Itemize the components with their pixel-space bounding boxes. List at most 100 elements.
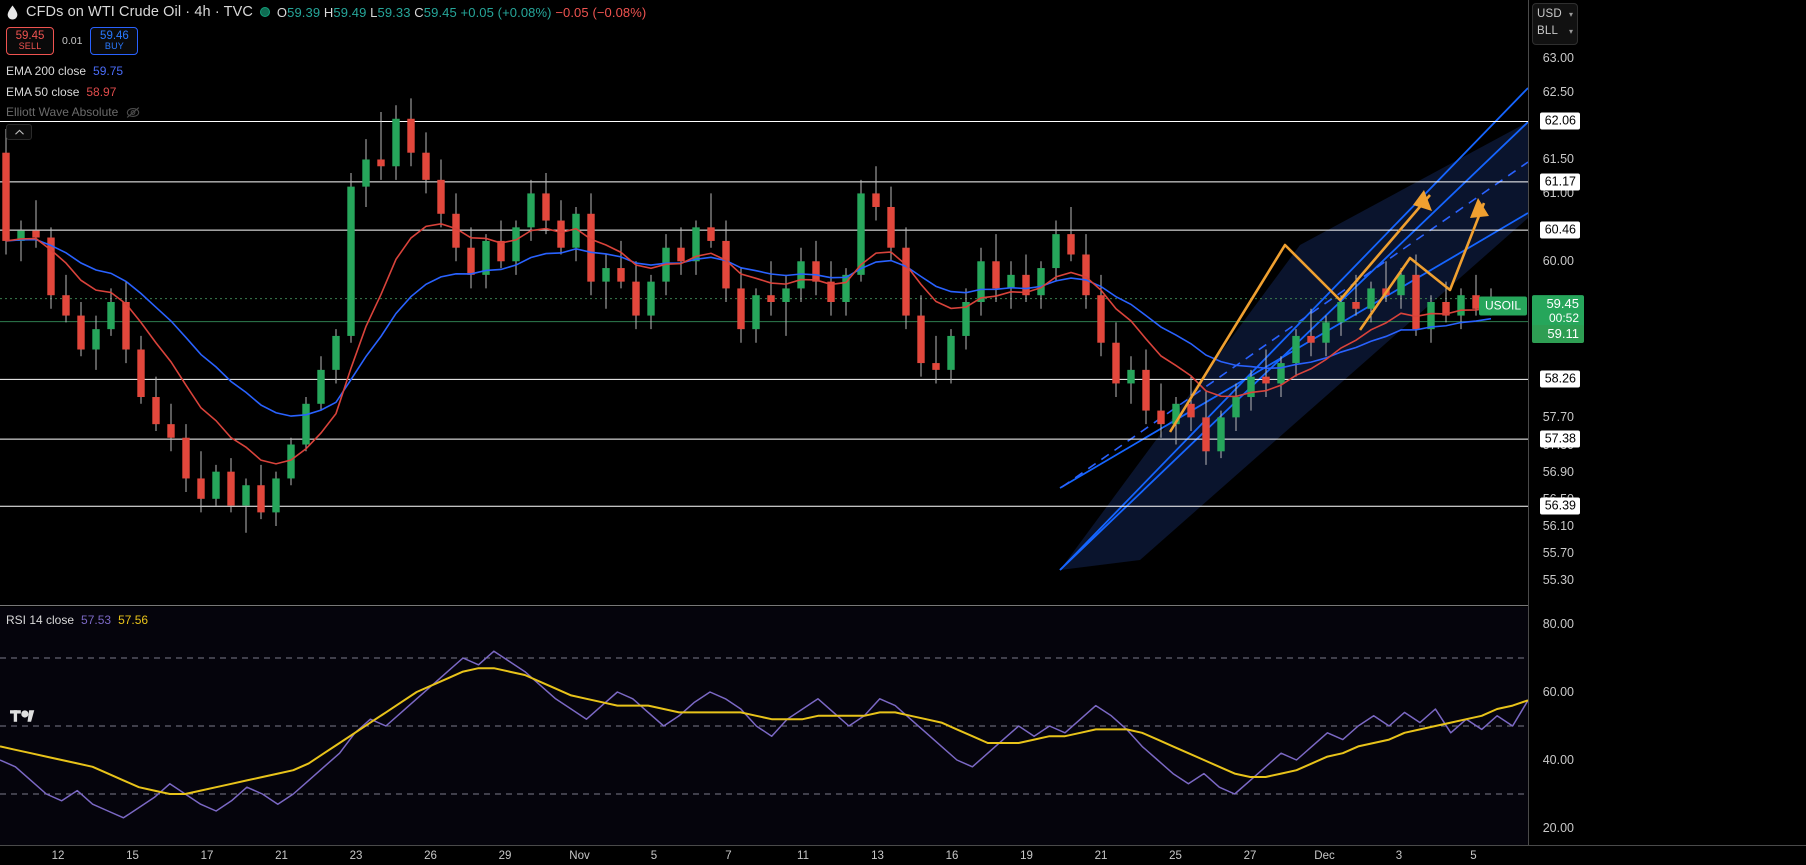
ohlc-c-value: 59.45 — [423, 4, 457, 20]
ema50-name: EMA 50 close — [6, 85, 80, 99]
time-tick-26: 26 — [424, 850, 437, 862]
currency-row[interactable]: USD ▾ — [1537, 6, 1573, 23]
price-level-57.38[interactable]: 57.38 — [1539, 430, 1580, 448]
secondary-price-badge: 59.11 — [1532, 325, 1584, 343]
rsi-tick-20.00: 20.00 — [1542, 821, 1574, 835]
ema50-value: 58.97 — [86, 85, 117, 99]
ema200-value: 59.75 — [93, 64, 124, 78]
current-price-badge: 59.45 00:52 — [1532, 295, 1584, 329]
time-tick-15: 15 — [126, 850, 139, 862]
price-level-60.46[interactable]: 60.46 — [1539, 221, 1580, 239]
ohlc-change-pct-2: (−0.08%) — [592, 4, 647, 20]
rsi-chart-pane[interactable] — [0, 607, 1528, 845]
price-level-62.06[interactable]: 62.06 — [1539, 112, 1580, 130]
price-tick-57.70: 57.70 — [1542, 410, 1574, 425]
sell-label: SELL — [18, 41, 42, 52]
time-tick-21: 21 — [275, 850, 288, 862]
rsi-tick-60.00: 60.00 — [1542, 685, 1574, 699]
price-tick-55.30: 55.30 — [1542, 573, 1574, 588]
price-tick-61.50: 61.50 — [1542, 152, 1574, 167]
time-tick-7: 7 — [725, 850, 732, 862]
chevron-down-icon: ▾ — [1568, 9, 1573, 19]
ema200-name: EMA 200 close — [6, 64, 87, 78]
price-tick-56.90: 56.90 — [1542, 464, 1574, 479]
time-tick-19: 19 — [1020, 850, 1033, 862]
quantity-input[interactable]: 0.01 — [62, 35, 83, 47]
time-tick-23: 23 — [349, 850, 363, 862]
sell-button[interactable]: 59.45 SELL — [6, 27, 54, 55]
price-chart-svg — [0, 87, 1528, 571]
rsi-chart-svg — [0, 650, 1528, 819]
time-tick-29: 29 — [498, 850, 512, 862]
time-tick-Dec: Dec — [1314, 850, 1335, 862]
oil-drop-icon — [6, 5, 19, 20]
time-tick-13: 13 — [871, 850, 884, 862]
time-tick-Nov: Nov — [569, 850, 590, 862]
indicator-legend-ema200[interactable]: EMA 200 close 59.75 — [6, 64, 123, 78]
price-level-61.17[interactable]: 61.17 — [1539, 173, 1580, 191]
chart-legend-header: CFDs on WTI Crude Oil · 4h · TVC O59.39 … — [6, 4, 646, 20]
rsi-tick-80.00: 80.00 — [1542, 617, 1574, 631]
symbol-title[interactable]: CFDs on WTI Crude Oil · 4h · TVC — [26, 4, 253, 20]
time-tick-5: 5 — [1470, 850, 1477, 862]
buy-button[interactable]: 59.46 BUY — [90, 27, 139, 55]
symbol-price-tag: USOIL — [1478, 296, 1527, 316]
time-axis[interactable]: 12 15 17 21 23 26 29 Nov 5 7 11 13 16 19 21 25 27 Dec 3 5 — [0, 845, 1806, 865]
ohlc-h-label: H — [323, 4, 334, 20]
price-chart-pane[interactable] — [0, 0, 1528, 604]
ohlc-o-value: 59.39 — [287, 4, 321, 20]
price-tick-55.70: 55.70 — [1542, 546, 1574, 561]
ohlc-l-value: 59.33 — [377, 4, 411, 20]
buy-price: 59.46 — [100, 30, 129, 43]
rsi-name: RSI 14 close — [6, 613, 75, 627]
current-price-value: 59.45 — [1546, 296, 1579, 312]
bar-countdown-timer: 00:52 — [1548, 311, 1579, 326]
ohlc-c-label: C — [414, 4, 424, 20]
price-tick-62.50: 62.50 — [1542, 84, 1574, 99]
time-tick-17: 17 — [200, 850, 214, 862]
ohlc-change-abs-2: −0.05 — [555, 4, 589, 20]
sell-price: 59.45 — [15, 30, 45, 43]
collapse-legend-button[interactable] — [6, 124, 32, 140]
time-tick-5: 5 — [650, 850, 658, 862]
currency-unit-selector[interactable]: USD ▾ BLL ▾ — [1532, 3, 1578, 45]
time-tick-27: 27 — [1243, 850, 1257, 862]
price-level-58.26[interactable]: 58.26 — [1539, 370, 1580, 388]
rsi-ma-value: 57.56 — [118, 613, 149, 627]
ohlc-change-abs: +0.05 — [460, 4, 494, 20]
tradingview-logo[interactable] — [10, 703, 36, 729]
price-axis[interactable]: USD ▾ BLL ▾ 63.5063.0062.5061.5061.0060.… — [1478, 0, 1806, 845]
price-tick-60.00: 60.00 — [1542, 254, 1574, 269]
price-tick-56.10: 56.10 — [1542, 518, 1574, 533]
ohlc-l-label: L — [370, 4, 378, 20]
unit-row[interactable]: BLL ▾ — [1537, 23, 1573, 40]
buy-label: BUY — [104, 41, 124, 52]
ohlc-h-value: 59.49 — [333, 4, 367, 20]
ohlc-o-label: O — [276, 4, 288, 20]
trade-panel: 59.45 SELL 0.01 59.46 BUY — [6, 27, 139, 55]
price-tick-63.00: 63.00 — [1542, 50, 1574, 65]
currency-value: USD — [1537, 8, 1562, 20]
time-tick-11: 11 — [797, 850, 809, 862]
time-tick-21: 21 — [1094, 850, 1108, 862]
pane-divider — [0, 605, 1528, 606]
indicator-legend-elliott-wave[interactable]: Elliott Wave Absolute — [6, 105, 141, 119]
price-level-56.39[interactable]: 56.39 — [1539, 497, 1580, 515]
unit-value: BLL — [1537, 25, 1559, 38]
time-tick-3: 3 — [1395, 850, 1403, 862]
chevron-up-icon — [14, 129, 25, 136]
ohlc-change-pct: (+0.08%) — [497, 4, 552, 20]
eye-off-icon[interactable] — [125, 106, 141, 119]
market-status-dot — [259, 7, 270, 17]
time-tick-12: 12 — [51, 850, 65, 862]
indicator-legend-rsi[interactable]: RSI 14 close 57.53 57.56 — [6, 613, 148, 627]
indicator-legend-ema50[interactable]: EMA 50 close 58.97 — [6, 85, 116, 99]
time-tick-16: 16 — [945, 850, 959, 862]
time-tick-25: 25 — [1169, 850, 1182, 862]
chevron-down-icon-unit: ▾ — [1568, 26, 1573, 36]
ohlc-values: O59.39 H59.49 L59.33 C59.45 +0.05 (+0.08… — [277, 5, 646, 20]
elliott-wave-name: Elliott Wave Absolute — [6, 105, 119, 119]
rsi-tick-40.00: 40.00 — [1542, 753, 1574, 767]
rsi-value: 57.53 — [81, 613, 112, 627]
